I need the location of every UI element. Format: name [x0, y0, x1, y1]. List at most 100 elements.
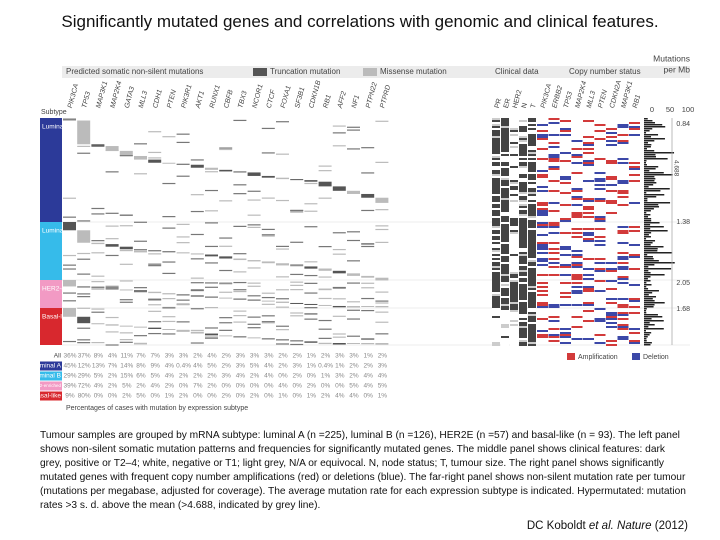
clinical-cell [492, 214, 500, 216]
rate-bar [644, 118, 648, 120]
mutation-cell [233, 119, 247, 122]
table-cell: 5% [207, 363, 217, 370]
table-cell: 2% [278, 363, 288, 370]
rate-bar [644, 176, 655, 178]
mutation-cell [205, 262, 218, 264]
copy-number-cell [594, 220, 606, 222]
clinical-cell [492, 268, 500, 270]
copy-number-cell [571, 214, 583, 216]
mutation-cell [176, 329, 190, 332]
clinical-cell [501, 294, 509, 296]
clinical-cell [492, 206, 500, 208]
rate-bar [644, 122, 655, 124]
clinical-cell [492, 172, 500, 174]
clinical-cell [501, 244, 509, 246]
clinical-cell [528, 312, 536, 314]
rate-bar [644, 124, 663, 126]
rate-bar [644, 300, 655, 302]
clinical-cell [492, 246, 500, 248]
table-cell: 3% [221, 373, 231, 380]
mutation-cell [347, 309, 360, 311]
clinical-cell [510, 210, 518, 212]
row-label: Basal-like [33, 393, 62, 400]
clinical-cell [519, 340, 527, 342]
clinical-cell [528, 164, 536, 166]
clinical-cell [528, 136, 536, 138]
rate-bar [644, 252, 673, 254]
copy-number-cell [594, 180, 606, 182]
clinical-cell [519, 168, 527, 170]
clinical-cell [510, 192, 518, 194]
amplification-swatch [567, 353, 575, 360]
clinical-cell [510, 336, 518, 338]
mutation-cell [77, 252, 91, 255]
copy-number-cell [606, 318, 617, 320]
mutation-cell [290, 209, 304, 211]
clinical-cell [510, 240, 518, 242]
copy-number-cell [617, 312, 629, 314]
copy-number-cell [617, 158, 629, 160]
clinical-cell [510, 174, 518, 176]
clinical-cell [519, 256, 527, 258]
copy-number-cell [617, 124, 629, 126]
clinical-cell [510, 200, 518, 202]
table-cell: 0% [94, 393, 104, 400]
mutation-cell [247, 316, 261, 318]
clinical-cell [510, 166, 518, 168]
mutation-cell [261, 175, 275, 178]
subtype-label: Basal-like [42, 314, 71, 321]
mutation-cell [276, 177, 289, 180]
clinical-cell [510, 284, 518, 286]
clinical-cell [501, 128, 509, 130]
gene-label: FOXA1 [280, 85, 293, 109]
clinical-cell [528, 268, 536, 270]
clinical-cell [510, 190, 518, 192]
clinical-cell [501, 156, 509, 158]
rate-bar [644, 126, 666, 128]
clinical-cell [528, 162, 536, 164]
clinical-cell [519, 190, 527, 192]
rate-bar [644, 154, 656, 156]
mutation-cell [119, 155, 133, 157]
mutation-cell [190, 164, 204, 168]
copy-number-cell [571, 338, 583, 340]
copy-number-cell [606, 128, 617, 130]
copy-number-cell [606, 178, 617, 180]
table-cell: 2% [207, 373, 217, 380]
table-cell: 2% [321, 393, 331, 400]
clinical-cell [528, 192, 536, 194]
copy-number-cell [594, 138, 606, 140]
mutation-cell [347, 273, 360, 276]
clinical-cell [510, 318, 518, 320]
mutation-cell [190, 258, 204, 260]
copy-number-cell [617, 252, 629, 254]
clinical-cell [492, 134, 500, 136]
clinical-cell [510, 344, 518, 346]
copy-number-cell [583, 278, 594, 280]
mutation-cell [304, 307, 318, 309]
gene-label: AFF2 [336, 91, 347, 110]
clinical-cell [528, 302, 536, 304]
mutation-cell [247, 224, 261, 226]
rate-bar [644, 338, 647, 340]
rate-bar [644, 262, 675, 264]
copy-number-cell [571, 274, 583, 276]
copy-number-cell [583, 286, 594, 288]
rate-bar [644, 152, 675, 154]
copy-number-cell [571, 212, 583, 214]
clinical-cell [528, 304, 536, 306]
clinical-cell [528, 258, 536, 260]
mutation-cell [77, 296, 91, 298]
clinical-cell [510, 310, 518, 312]
clinical-cell [519, 276, 527, 278]
rate-bar [644, 164, 647, 166]
rate-bar [644, 328, 664, 330]
clinical-cell [519, 290, 527, 292]
clinical-cell [528, 126, 536, 128]
mutation-cell [318, 276, 332, 278]
copy-number-cell [537, 244, 548, 246]
rate-bar [644, 268, 672, 270]
copy-number-cell [629, 122, 640, 124]
clinical-cell [501, 136, 509, 138]
mutation-cell [119, 225, 133, 227]
